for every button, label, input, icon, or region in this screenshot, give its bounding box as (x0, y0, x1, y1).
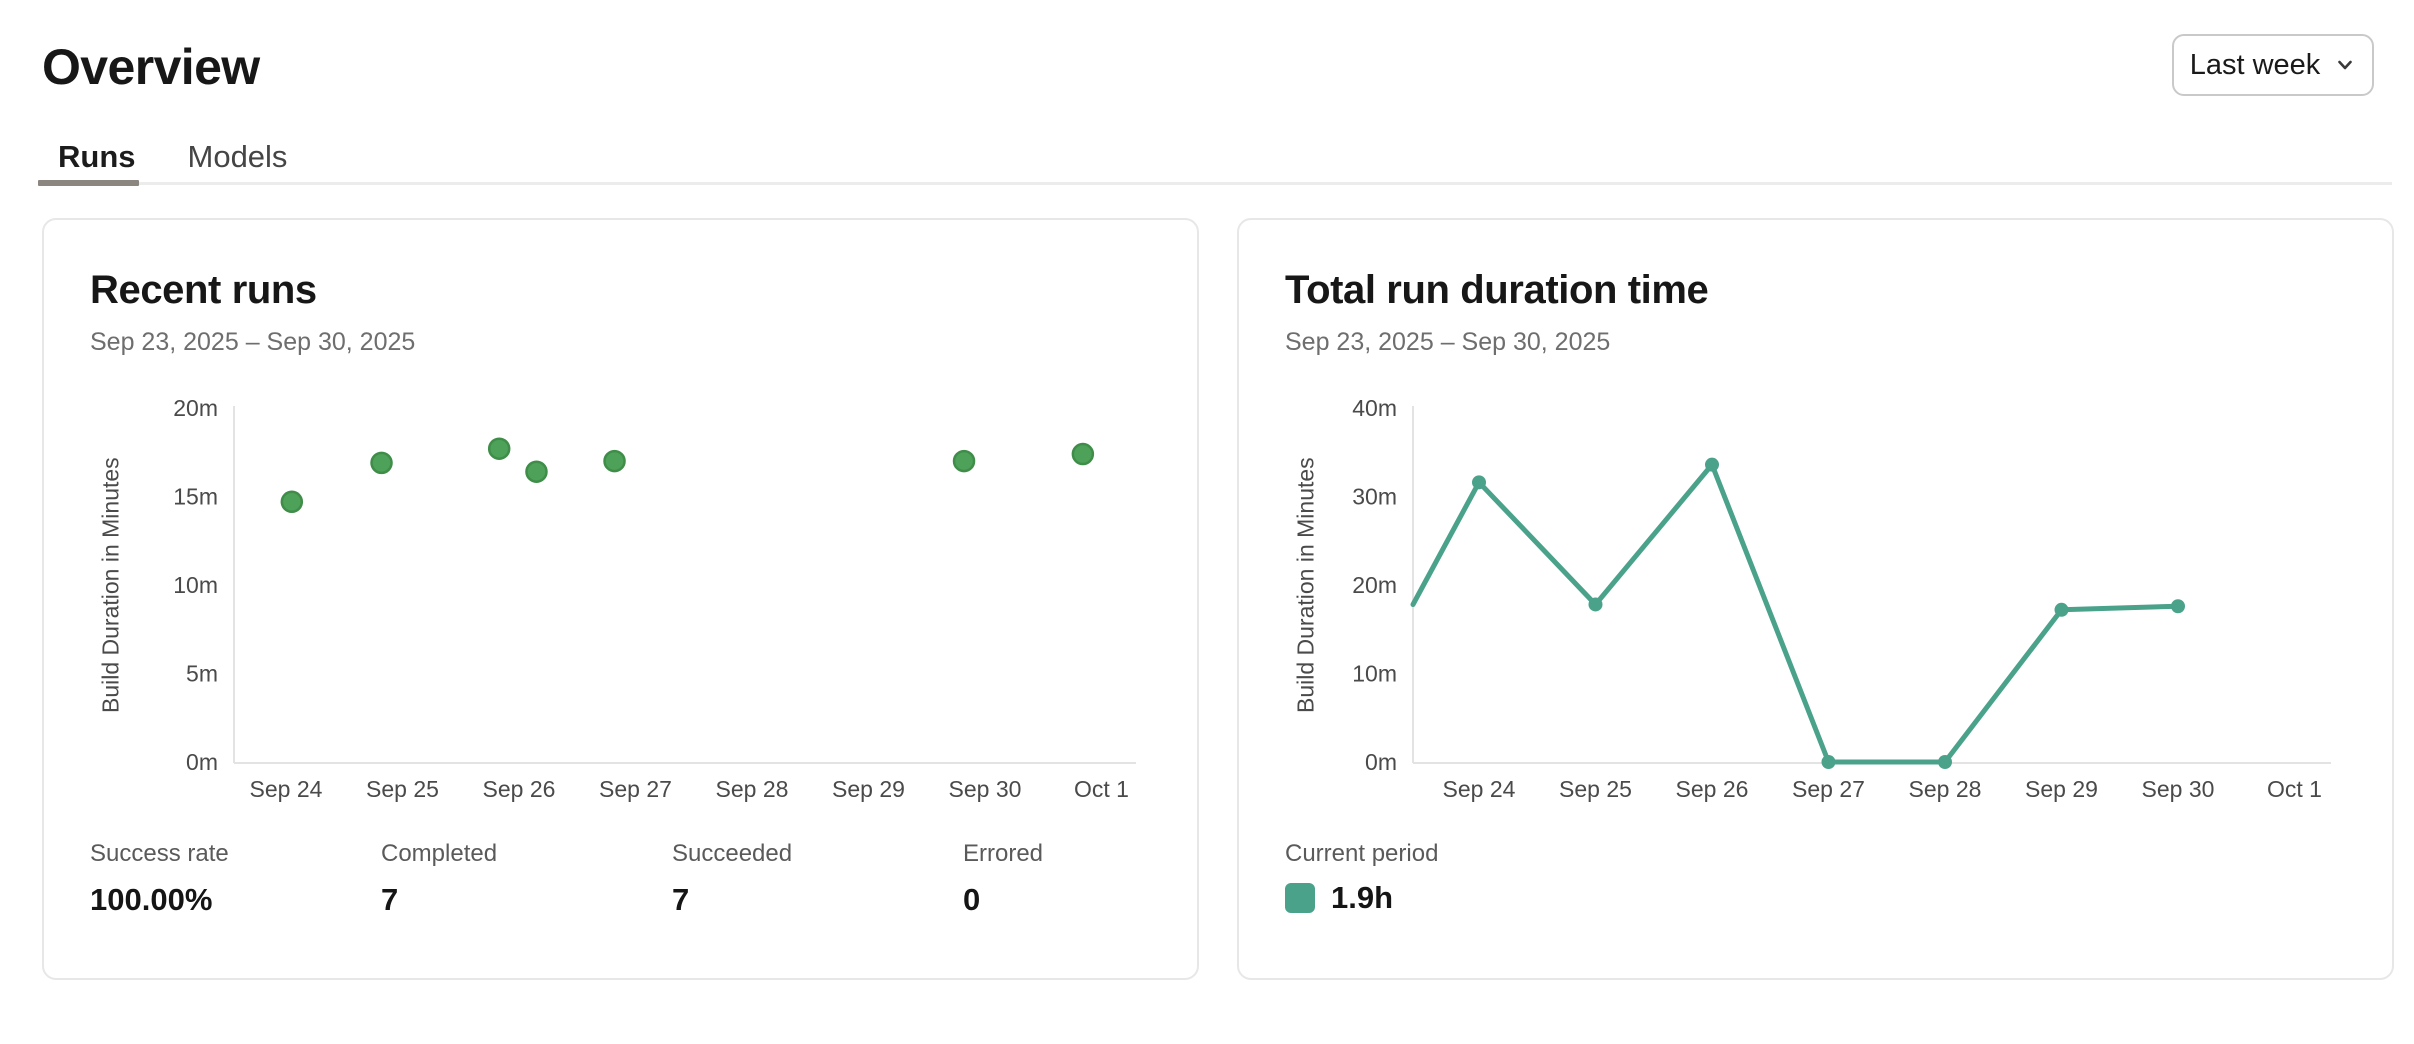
stat-completed: Completed 7 (381, 840, 498, 917)
legend-swatch (1285, 883, 1315, 913)
svg-text:Sep 24: Sep 24 (250, 776, 323, 802)
stat-success-rate: Success rate 100.00% (90, 840, 229, 917)
total-run-duration-line-chart[interactable]: 0m 10m 20m 30m 40m Sep 24 Sep 25 Sep 26 Sep 27 Se… (1239, 390, 2396, 840)
total-run-duration-title: Total run duration time (1285, 268, 1709, 312)
tab-runs[interactable]: Runs (58, 139, 136, 174)
recent-runs-card: Recent runs Sep 23, 2025 – Sep 30, 2025 … (42, 218, 1199, 980)
period-selector[interactable]: Last week (2172, 34, 2374, 96)
recent-runs-date-range: Sep 23, 2025 – Sep 30, 2025 (90, 328, 416, 356)
svg-text:5m: 5m (186, 661, 218, 687)
legend-value: 1.9h (1331, 880, 1394, 915)
svg-text:30m: 30m (1352, 484, 1397, 510)
svg-text:10m: 10m (1352, 661, 1397, 687)
svg-text:Sep 28: Sep 28 (1909, 776, 1982, 802)
recent-runs-scatter-chart[interactable]: 0m 5m 10m 15m 20m Sep 24 Sep 25 Sep 26 Sep 27 Sep… (44, 390, 1201, 840)
svg-text:0m: 0m (186, 749, 218, 775)
legend-row: 1.9h (1285, 880, 1438, 916)
svg-text:Sep 26: Sep 26 (1676, 776, 1749, 802)
period-selector-label: Last week (2189, 48, 2321, 81)
svg-text:40m: 40m (1352, 395, 1397, 421)
svg-text:Sep 26: Sep 26 (483, 776, 556, 802)
svg-text:Sep 27: Sep 27 (599, 776, 672, 802)
page-title: Overview (42, 39, 260, 95)
svg-text:Sep 24: Sep 24 (1443, 776, 1516, 802)
svg-text:Sep 29: Sep 29 (2025, 776, 2098, 802)
svg-text:20m: 20m (173, 395, 218, 421)
recent-runs-stats: Success rate 100.00% Completed 7 Succeed… (90, 840, 1254, 918)
svg-text:10m: 10m (173, 572, 218, 598)
svg-text:Sep 25: Sep 25 (1559, 776, 1632, 802)
svg-text:Sep 25: Sep 25 (366, 776, 439, 802)
svg-text:15m: 15m (173, 484, 218, 510)
svg-text:Sep 29: Sep 29 (832, 776, 905, 802)
svg-text:Sep 27: Sep 27 (1792, 776, 1865, 802)
svg-text:Sep 28: Sep 28 (716, 776, 789, 802)
tab-divider (38, 182, 2392, 185)
svg-text:Oct 1: Oct 1 (2267, 776, 2322, 802)
stat-succeeded: Succeeded 7 (672, 840, 793, 917)
total-run-duration-date-range: Sep 23, 2025 – Sep 30, 2025 (1285, 328, 1611, 356)
duration-legend: Current period 1.9h (1285, 840, 1438, 916)
tab-bar: Runs Models (38, 134, 307, 180)
tab-models[interactable]: Models (187, 139, 288, 174)
total-run-duration-card: Total run duration time Sep 23, 2025 – S… (1237, 218, 2394, 980)
svg-text:Sep 30: Sep 30 (949, 776, 1022, 802)
svg-text:Oct 1: Oct 1 (1074, 776, 1129, 802)
svg-text:Sep 30: Sep 30 (2142, 776, 2215, 802)
recent-runs-title: Recent runs (90, 268, 317, 312)
stat-errored: Errored 0 (963, 840, 1044, 917)
legend-label: Current period (1285, 840, 1439, 867)
svg-text:0m: 0m (1365, 749, 1397, 775)
svg-text:20m: 20m (1352, 572, 1397, 598)
active-tab-indicator (38, 180, 139, 186)
chevron-down-icon (2338, 60, 2353, 70)
